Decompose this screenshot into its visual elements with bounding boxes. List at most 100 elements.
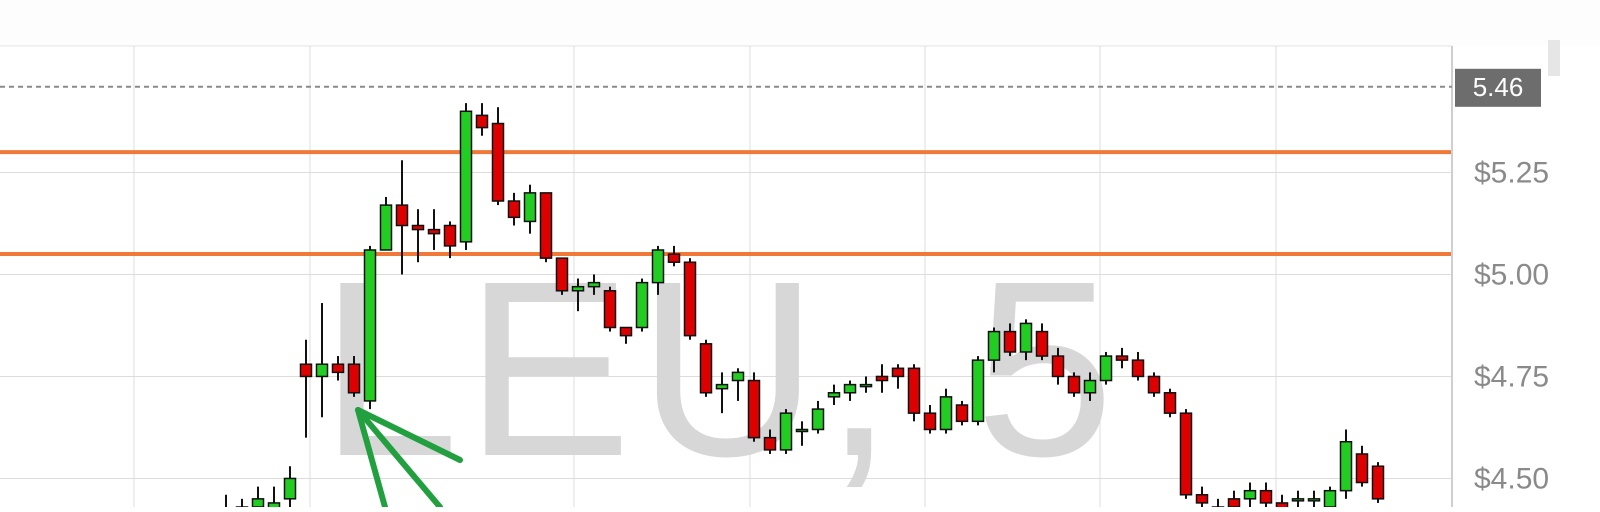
candle-body xyxy=(827,392,841,398)
candle[interactable] xyxy=(939,388,953,434)
candle[interactable] xyxy=(1259,482,1273,507)
candle[interactable] xyxy=(283,466,297,507)
candle-body xyxy=(907,367,921,414)
candle[interactable] xyxy=(667,245,681,267)
candle[interactable] xyxy=(427,209,441,250)
candle[interactable] xyxy=(795,421,809,446)
candle-body xyxy=(715,383,729,390)
candle-body xyxy=(619,326,633,337)
candle[interactable] xyxy=(395,160,409,275)
candle[interactable] xyxy=(555,257,569,295)
candle-body xyxy=(1131,359,1145,378)
candle-body xyxy=(363,249,377,402)
candle[interactable] xyxy=(1099,351,1113,385)
candle[interactable] xyxy=(923,405,937,434)
last-price-tag: 5.46 xyxy=(1455,68,1541,107)
candle[interactable] xyxy=(315,303,329,418)
last-price-value: 5.46 xyxy=(1473,72,1524,102)
candle-body xyxy=(1051,355,1065,378)
candle[interactable] xyxy=(811,400,825,434)
candle[interactable] xyxy=(1371,462,1385,503)
candle-body xyxy=(251,498,265,508)
candle-body xyxy=(955,404,969,423)
candle[interactable] xyxy=(523,184,537,234)
candle[interactable] xyxy=(843,380,857,401)
last-price-tag-background xyxy=(1455,68,1541,107)
candle[interactable] xyxy=(763,429,777,454)
candle-body xyxy=(539,192,553,259)
candle[interactable] xyxy=(1243,482,1257,507)
symbol-watermark: LEU, 5 xyxy=(320,229,1120,507)
candle[interactable] xyxy=(347,356,361,397)
candle[interactable] xyxy=(299,339,313,438)
candle[interactable] xyxy=(587,274,601,295)
candle-body xyxy=(379,204,393,251)
candle[interactable] xyxy=(955,400,969,426)
candle-body xyxy=(891,367,905,378)
candle[interactable] xyxy=(651,245,665,295)
drawn-arrow[interactable] xyxy=(355,407,463,510)
candle[interactable] xyxy=(891,364,905,389)
candle-body xyxy=(395,204,409,227)
candle[interactable] xyxy=(747,372,761,442)
candle[interactable] xyxy=(1179,409,1193,499)
candle[interactable] xyxy=(1163,388,1177,418)
candle-body xyxy=(1067,375,1081,394)
candle[interactable] xyxy=(491,107,505,206)
candle-body xyxy=(427,228,441,235)
candle[interactable] xyxy=(827,384,841,406)
candle[interactable] xyxy=(411,209,425,263)
candle[interactable] xyxy=(1339,429,1353,499)
candle[interactable] xyxy=(731,368,745,401)
candles[interactable] xyxy=(219,103,1385,512)
candle[interactable] xyxy=(1003,323,1017,357)
candle[interactable] xyxy=(475,103,489,136)
price-axis-tick-label: $4.75 xyxy=(1474,360,1549,393)
candle[interactable] xyxy=(571,278,585,312)
price-axis-labels: $5.25 $5.00 $4.75 $4.50 xyxy=(1474,156,1549,495)
candle[interactable] xyxy=(459,103,473,250)
axis-scroll-handle[interactable] xyxy=(1548,40,1560,76)
candle[interactable] xyxy=(1051,347,1065,385)
candle[interactable] xyxy=(1115,347,1129,369)
candle[interactable] xyxy=(875,364,889,393)
candle[interactable] xyxy=(987,327,1001,373)
candle-body xyxy=(1227,498,1241,508)
candle[interactable] xyxy=(715,372,729,414)
candle-body xyxy=(1163,392,1177,414)
candle[interactable] xyxy=(1291,490,1305,507)
candle[interactable] xyxy=(379,196,393,251)
candle[interactable] xyxy=(539,192,553,263)
grid-lines xyxy=(0,46,1452,507)
candle[interactable] xyxy=(1067,372,1081,397)
candle[interactable] xyxy=(971,356,985,426)
candle-body xyxy=(667,253,681,263)
candle[interactable] xyxy=(1083,372,1097,401)
candle[interactable] xyxy=(1019,319,1033,361)
candle-body xyxy=(1019,322,1033,353)
candle-body xyxy=(1003,330,1017,353)
candle[interactable] xyxy=(1131,351,1145,381)
candle[interactable] xyxy=(1035,323,1049,361)
candle[interactable] xyxy=(859,376,873,393)
horizontal-levels[interactable] xyxy=(0,150,1452,257)
candle[interactable] xyxy=(331,356,345,381)
candle[interactable] xyxy=(779,409,793,454)
candle[interactable] xyxy=(699,339,713,397)
price-axis[interactable]: $5.25 $5.00 $4.75 $4.50 5.46 xyxy=(0,40,1600,507)
candle[interactable] xyxy=(1355,445,1369,487)
candle[interactable] xyxy=(603,286,617,332)
candle[interactable] xyxy=(635,278,649,332)
candle[interactable] xyxy=(443,221,457,259)
candle-body xyxy=(779,412,793,451)
candle[interactable] xyxy=(363,245,377,410)
candle[interactable] xyxy=(507,192,521,226)
candle[interactable] xyxy=(907,364,921,422)
candle-body xyxy=(747,379,761,439)
candle[interactable] xyxy=(1147,372,1161,397)
candle[interactable] xyxy=(619,326,633,344)
candle[interactable] xyxy=(683,258,697,340)
candle[interactable] xyxy=(1307,490,1321,507)
